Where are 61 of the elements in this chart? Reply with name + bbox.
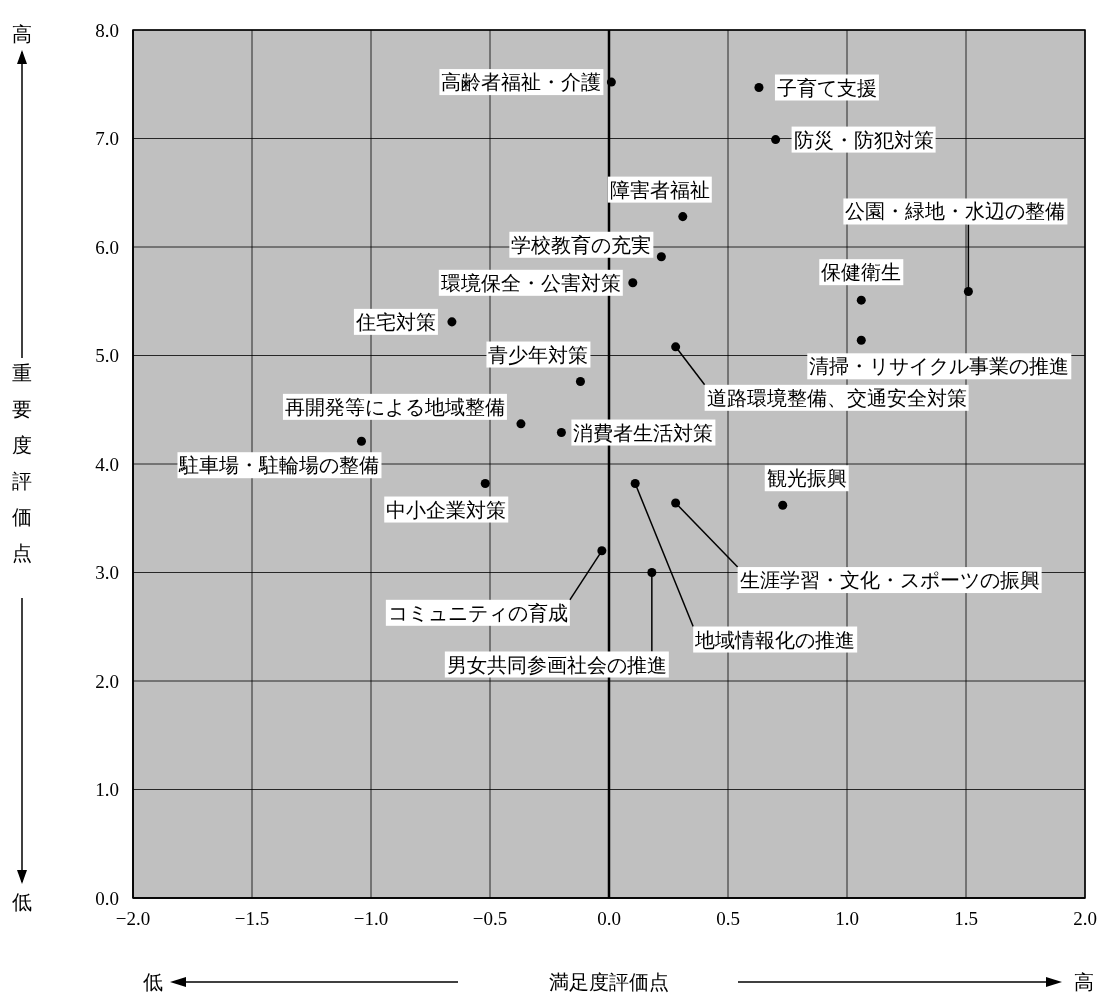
y-tick-label: 6.0 — [95, 236, 119, 258]
x-tick-label: 0.5 — [716, 908, 740, 930]
annotation: 防災・防犯対策 — [793, 127, 934, 152]
point — [480, 479, 490, 489]
point — [754, 83, 764, 93]
annotation: 青少年対策 — [488, 342, 589, 367]
annotation: 学校教育の充実 — [511, 232, 652, 257]
x-tick-label: −2.0 — [115, 908, 151, 930]
annotation: 住宅対策 — [354, 309, 436, 334]
x-tick-label: −1.5 — [234, 908, 270, 930]
annotation: 環境保全・公害対策 — [440, 270, 621, 295]
point — [606, 77, 616, 87]
annotation: 再開発等による地域整備 — [284, 394, 505, 419]
annotation: コミュニティの育成 — [387, 600, 568, 625]
point — [356, 436, 366, 446]
annotation: 障害者福祉 — [609, 177, 710, 202]
point — [628, 278, 638, 288]
x-tick-label: −1.0 — [353, 908, 389, 930]
annotation: 消費者生活対策 — [573, 420, 714, 445]
point — [575, 377, 585, 387]
annotation: 観光振興 — [766, 466, 847, 491]
point — [771, 135, 781, 145]
y-tick-label: 0.0 — [95, 887, 119, 909]
point — [516, 419, 526, 429]
point — [556, 428, 566, 438]
point — [856, 335, 866, 345]
point — [963, 286, 973, 296]
y-tick-label: 5.0 — [95, 345, 119, 367]
y-tick-label: 4.0 — [95, 453, 119, 475]
annotation: 子育て支援 — [776, 75, 877, 100]
text: 高 — [1074, 970, 1094, 994]
point — [856, 295, 866, 305]
annotation: 道路環境整備、交通安全対策 — [706, 385, 967, 410]
annotation: 駐車場・駐輪場の整備 — [178, 453, 380, 478]
x-axis-title: 満足度評価点 — [549, 970, 669, 994]
y-tick-label: 7.0 — [95, 128, 119, 150]
annotation: 保健衛生 — [821, 260, 902, 285]
annotation: 高齢者福祉・介護 — [441, 70, 602, 95]
text: 高 — [12, 22, 32, 46]
x-tick-label: −0.5 — [472, 908, 508, 930]
y-tick-label: 2.0 — [95, 670, 119, 692]
text: 低 — [12, 890, 32, 914]
point — [678, 212, 688, 222]
x-tick-label: 2.0 — [1073, 908, 1097, 930]
annotation: 地域情報化の推進 — [694, 627, 856, 652]
point — [656, 252, 666, 262]
x-tick-label: 1.0 — [835, 908, 859, 930]
point — [447, 317, 457, 327]
annotation: 中小企業対策 — [386, 497, 507, 522]
y-tick-label: 8.0 — [95, 19, 119, 41]
annotation: 生涯学習・文化・スポーツの振興 — [739, 568, 1040, 593]
x-tick-label: 0.0 — [597, 908, 621, 930]
x-tick-label: 1.5 — [954, 908, 978, 930]
y-tick-label: 1.0 — [95, 779, 119, 801]
annotation: 男女共同参画社会の推進 — [446, 652, 667, 677]
y-tick-label: 3.0 — [95, 562, 119, 584]
point — [778, 500, 788, 510]
y-axis-title: 重要度評価点 — [12, 361, 32, 565]
annotation: 清掃・リサイクル事業の推進 — [809, 354, 1070, 379]
annotation: 公園・緑地・水辺の整備 — [845, 199, 1066, 224]
text: 低 — [143, 970, 163, 994]
